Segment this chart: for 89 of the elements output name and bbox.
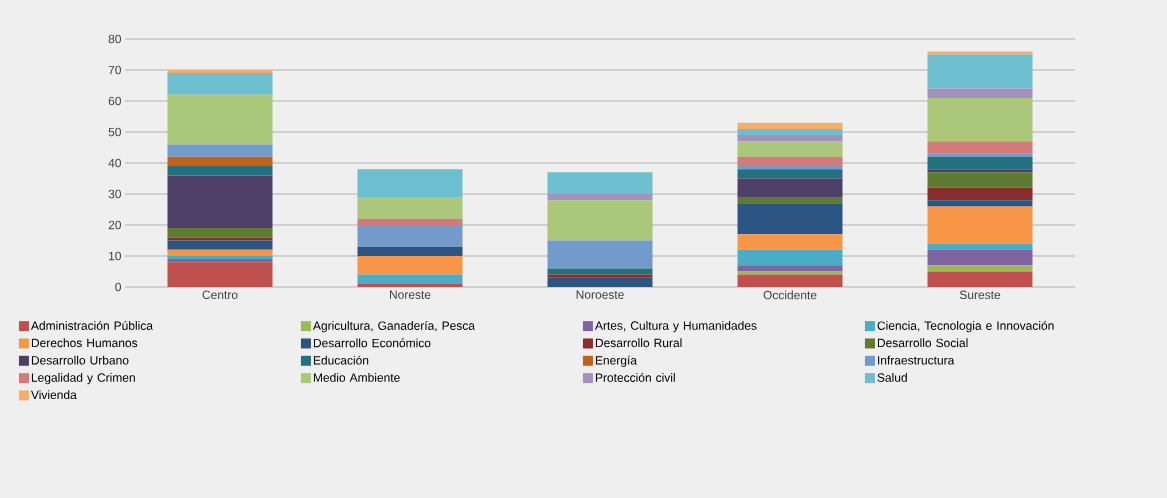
x-tick-label: Occidente (763, 290, 817, 300)
bar (737, 122, 843, 129)
legend-label: Legalidad y Crimen (31, 373, 135, 385)
bar (737, 166, 843, 170)
bar (167, 73, 273, 95)
bar (357, 256, 463, 275)
bar (167, 262, 273, 287)
bar (547, 200, 653, 241)
bar (167, 240, 273, 250)
bar (167, 175, 273, 229)
legend-label: Educación (313, 355, 369, 365)
bar (927, 249, 1033, 266)
bar (357, 274, 463, 284)
bar (167, 70, 273, 74)
bar (737, 128, 843, 136)
bar (927, 172, 1033, 188)
x-tick-label: Noreste (389, 290, 431, 299)
bar (927, 243, 1033, 250)
legend-label: Derechos Humanos (31, 338, 138, 348)
y-tick-label: 0 (115, 282, 121, 292)
x-tick-label: Noroeste (576, 290, 624, 299)
bar (737, 141, 843, 157)
bar (357, 197, 463, 219)
bar (737, 271, 843, 275)
bar (357, 225, 463, 247)
bar (737, 265, 843, 272)
bar (737, 197, 843, 204)
bar (357, 169, 463, 198)
bar (927, 200, 1033, 207)
bar (927, 187, 1033, 201)
y-tick-label: 40 (108, 158, 121, 168)
legend-label: Desarrollo Urbano (31, 355, 129, 365)
bar (547, 240, 653, 269)
bar (357, 218, 463, 225)
legend-label: Infraestructura (878, 355, 955, 365)
bar (737, 234, 843, 250)
bar (927, 169, 1033, 173)
x-tick-label: Sureste (959, 290, 1001, 300)
bar (737, 249, 843, 266)
y-tick-label: 10 (109, 251, 121, 261)
bar (737, 178, 843, 198)
legend-label: Desarrollo Económico (313, 338, 431, 348)
bar (547, 274, 653, 278)
bar (547, 277, 653, 287)
y-tick-label: 30 (108, 189, 121, 199)
bar (737, 274, 843, 287)
bar (167, 237, 273, 241)
legend-label: Medio Ambiente (313, 373, 400, 382)
x-tick-label: Centro (202, 290, 238, 300)
legend-label: Energía (595, 355, 637, 367)
legend-label: Artes, Cultura y Humanidades (594, 321, 757, 333)
bar (357, 283, 463, 287)
y-tick-label: 60 (108, 96, 121, 106)
bar (167, 166, 273, 176)
bar (167, 249, 273, 256)
bar (927, 156, 1033, 170)
bar (167, 228, 273, 238)
bar (547, 268, 653, 275)
legend-label: Agricultura, Ganadería, Pesca (312, 320, 475, 333)
y-tick-label: 50 (108, 127, 121, 137)
bar (927, 141, 1033, 154)
legend-label: Protección civil (595, 372, 675, 382)
bar (927, 153, 1033, 157)
legend-label: Administración Pública (30, 320, 153, 330)
bar (167, 94, 273, 145)
legend-label: Desarrollo Rural (595, 338, 682, 348)
legend-label: Vivienda (30, 390, 77, 400)
bar (737, 156, 843, 167)
bar (737, 203, 843, 235)
legend-label: Ciencia, Tecnologia e Innovación (877, 320, 1054, 333)
bar (927, 265, 1033, 272)
legend-label: Salud (877, 373, 907, 382)
bar (927, 206, 1033, 244)
bar (547, 172, 653, 194)
bar (167, 156, 273, 167)
bar (927, 271, 1033, 287)
y-tick-label: 20 (108, 220, 121, 230)
y-tick-label: 70 (108, 65, 121, 75)
bar (167, 144, 273, 157)
bar (737, 169, 843, 179)
bar (357, 246, 463, 256)
bar (927, 54, 1033, 89)
bar (737, 135, 843, 142)
bar (927, 51, 1033, 55)
legend-label: Desarrollo Social (877, 338, 968, 348)
y-tick-label: 80 (108, 34, 121, 44)
bar (927, 97, 1033, 142)
bar (927, 88, 1033, 98)
bar (547, 194, 653, 201)
